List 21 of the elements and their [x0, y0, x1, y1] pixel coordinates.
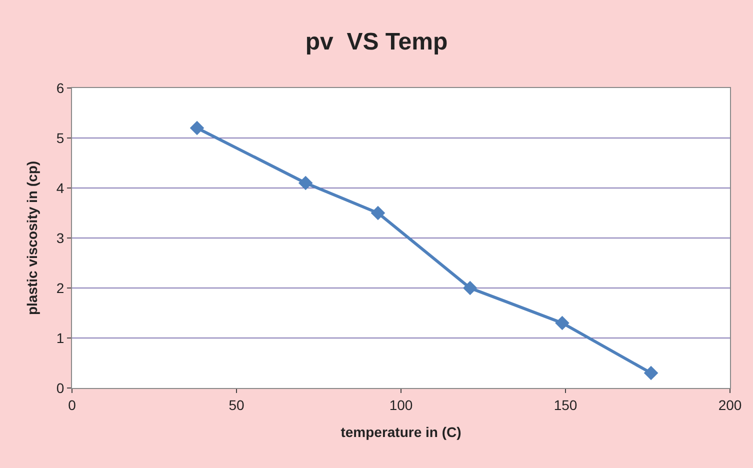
y-tick-label: 3: [56, 230, 64, 246]
y-tick-label: 1: [56, 330, 64, 346]
x-tick-label: 100: [389, 396, 413, 413]
y-tick-label: 0: [56, 380, 64, 396]
chart-title: pv VS Temp: [305, 28, 448, 56]
x-tick-label: 0: [68, 396, 76, 413]
y-axis-title: plastic viscosity in (cp): [24, 160, 40, 316]
y-tick-label: 4: [56, 180, 64, 196]
y-tick-label: 6: [56, 80, 64, 96]
x-tick-label: 50: [228, 396, 244, 413]
x-axis-title: temperature in (C): [340, 424, 462, 440]
x-tick-label: 200: [718, 396, 742, 413]
y-tick-label: 5: [56, 130, 64, 146]
point: [298, 176, 313, 190]
point: [644, 366, 658, 380]
point: [190, 120, 204, 136]
point: [370, 206, 386, 220]
y-tick-label: 2: [56, 280, 64, 296]
point: [555, 316, 570, 330]
x-tick-label: 150: [554, 396, 578, 413]
point: [462, 280, 478, 296]
